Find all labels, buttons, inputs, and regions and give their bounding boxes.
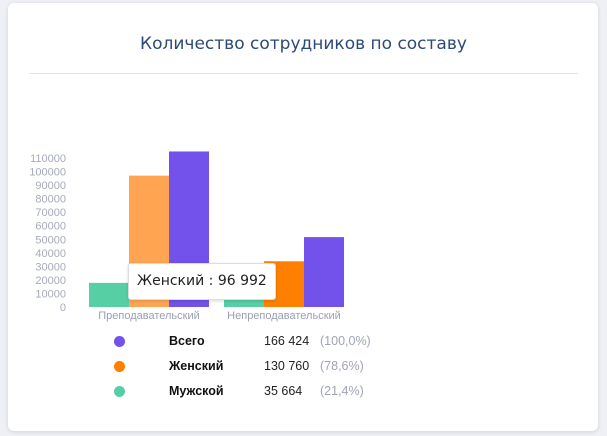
legend-value: 35 664 — [264, 384, 303, 398]
y-tick-label: 40000 — [35, 248, 66, 260]
title-divider — [29, 73, 578, 74]
y-tick-label: 110000 — [30, 153, 66, 165]
y-tick-label: 30000 — [35, 261, 66, 273]
y-tick-label: 50000 — [35, 234, 66, 246]
x-tick-label: Непреподавательский — [227, 310, 341, 322]
x-tick-label: Преподавательский — [98, 310, 200, 322]
legend-percent: (21,4%) — [320, 384, 364, 398]
tooltip: Женский : 96 992 — [128, 263, 276, 300]
legend-name: Женский — [169, 359, 224, 373]
y-tick-label: 100000 — [29, 167, 66, 179]
legend-value: 166 424 — [264, 334, 310, 348]
y-tick-label: 10000 — [35, 288, 66, 300]
legend-name: Всего — [169, 334, 205, 348]
legend-item-total[interactable]: Всего 166 424 (100,0%) — [108, 331, 408, 356]
legend-dot — [114, 386, 125, 397]
legend-value: 130 760 — [264, 359, 310, 373]
y-tick-label: 0 — [60, 302, 66, 314]
y-tick-label: 80000 — [35, 194, 66, 206]
legend-dot — [114, 361, 125, 372]
bar-Мужской-0[interactable] — [89, 282, 129, 307]
legend: Всего 166 424 (100,0%) Женский 130 760 (… — [108, 331, 408, 406]
y-tick-label: 60000 — [35, 221, 66, 233]
legend-percent: (78,6%) — [320, 359, 364, 373]
bar-Всего-1[interactable] — [304, 237, 344, 307]
legend-item-female[interactable]: Женский 130 760 (78,6%) — [108, 356, 408, 381]
y-tick-label: 90000 — [35, 180, 66, 192]
chart-card — [8, 3, 598, 431]
y-tick-label: 70000 — [35, 207, 66, 219]
legend-percent: (100,0%) — [320, 334, 371, 348]
chart-title: Количество сотрудников по составу — [140, 34, 467, 54]
legend-item-male[interactable]: Мужской 35 664 (21,4%) — [108, 381, 408, 406]
legend-name: Мужской — [169, 384, 224, 398]
y-tick-label: 20000 — [35, 275, 66, 287]
legend-dot — [114, 336, 125, 347]
